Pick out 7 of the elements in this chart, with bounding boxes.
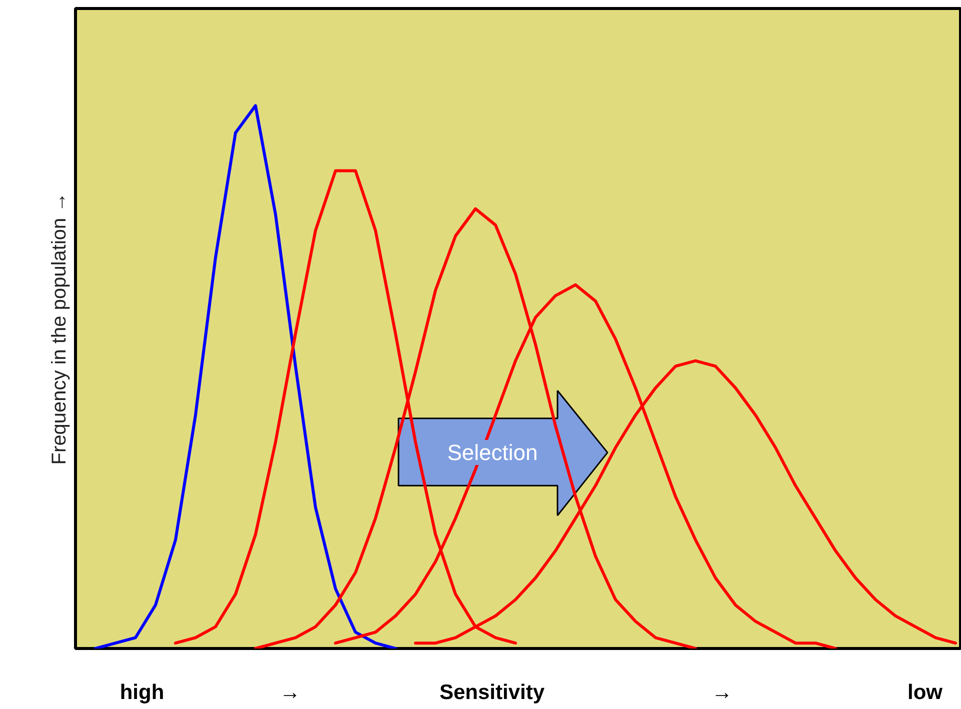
x-axis-title: Sensitivity [439,680,545,706]
text: → [280,680,300,706]
text: low [908,680,942,706]
text: high [120,680,164,706]
text: → [712,680,732,706]
annotation: Selection [447,440,538,466]
y-axis-title: Frequency in the population → [48,192,70,465]
